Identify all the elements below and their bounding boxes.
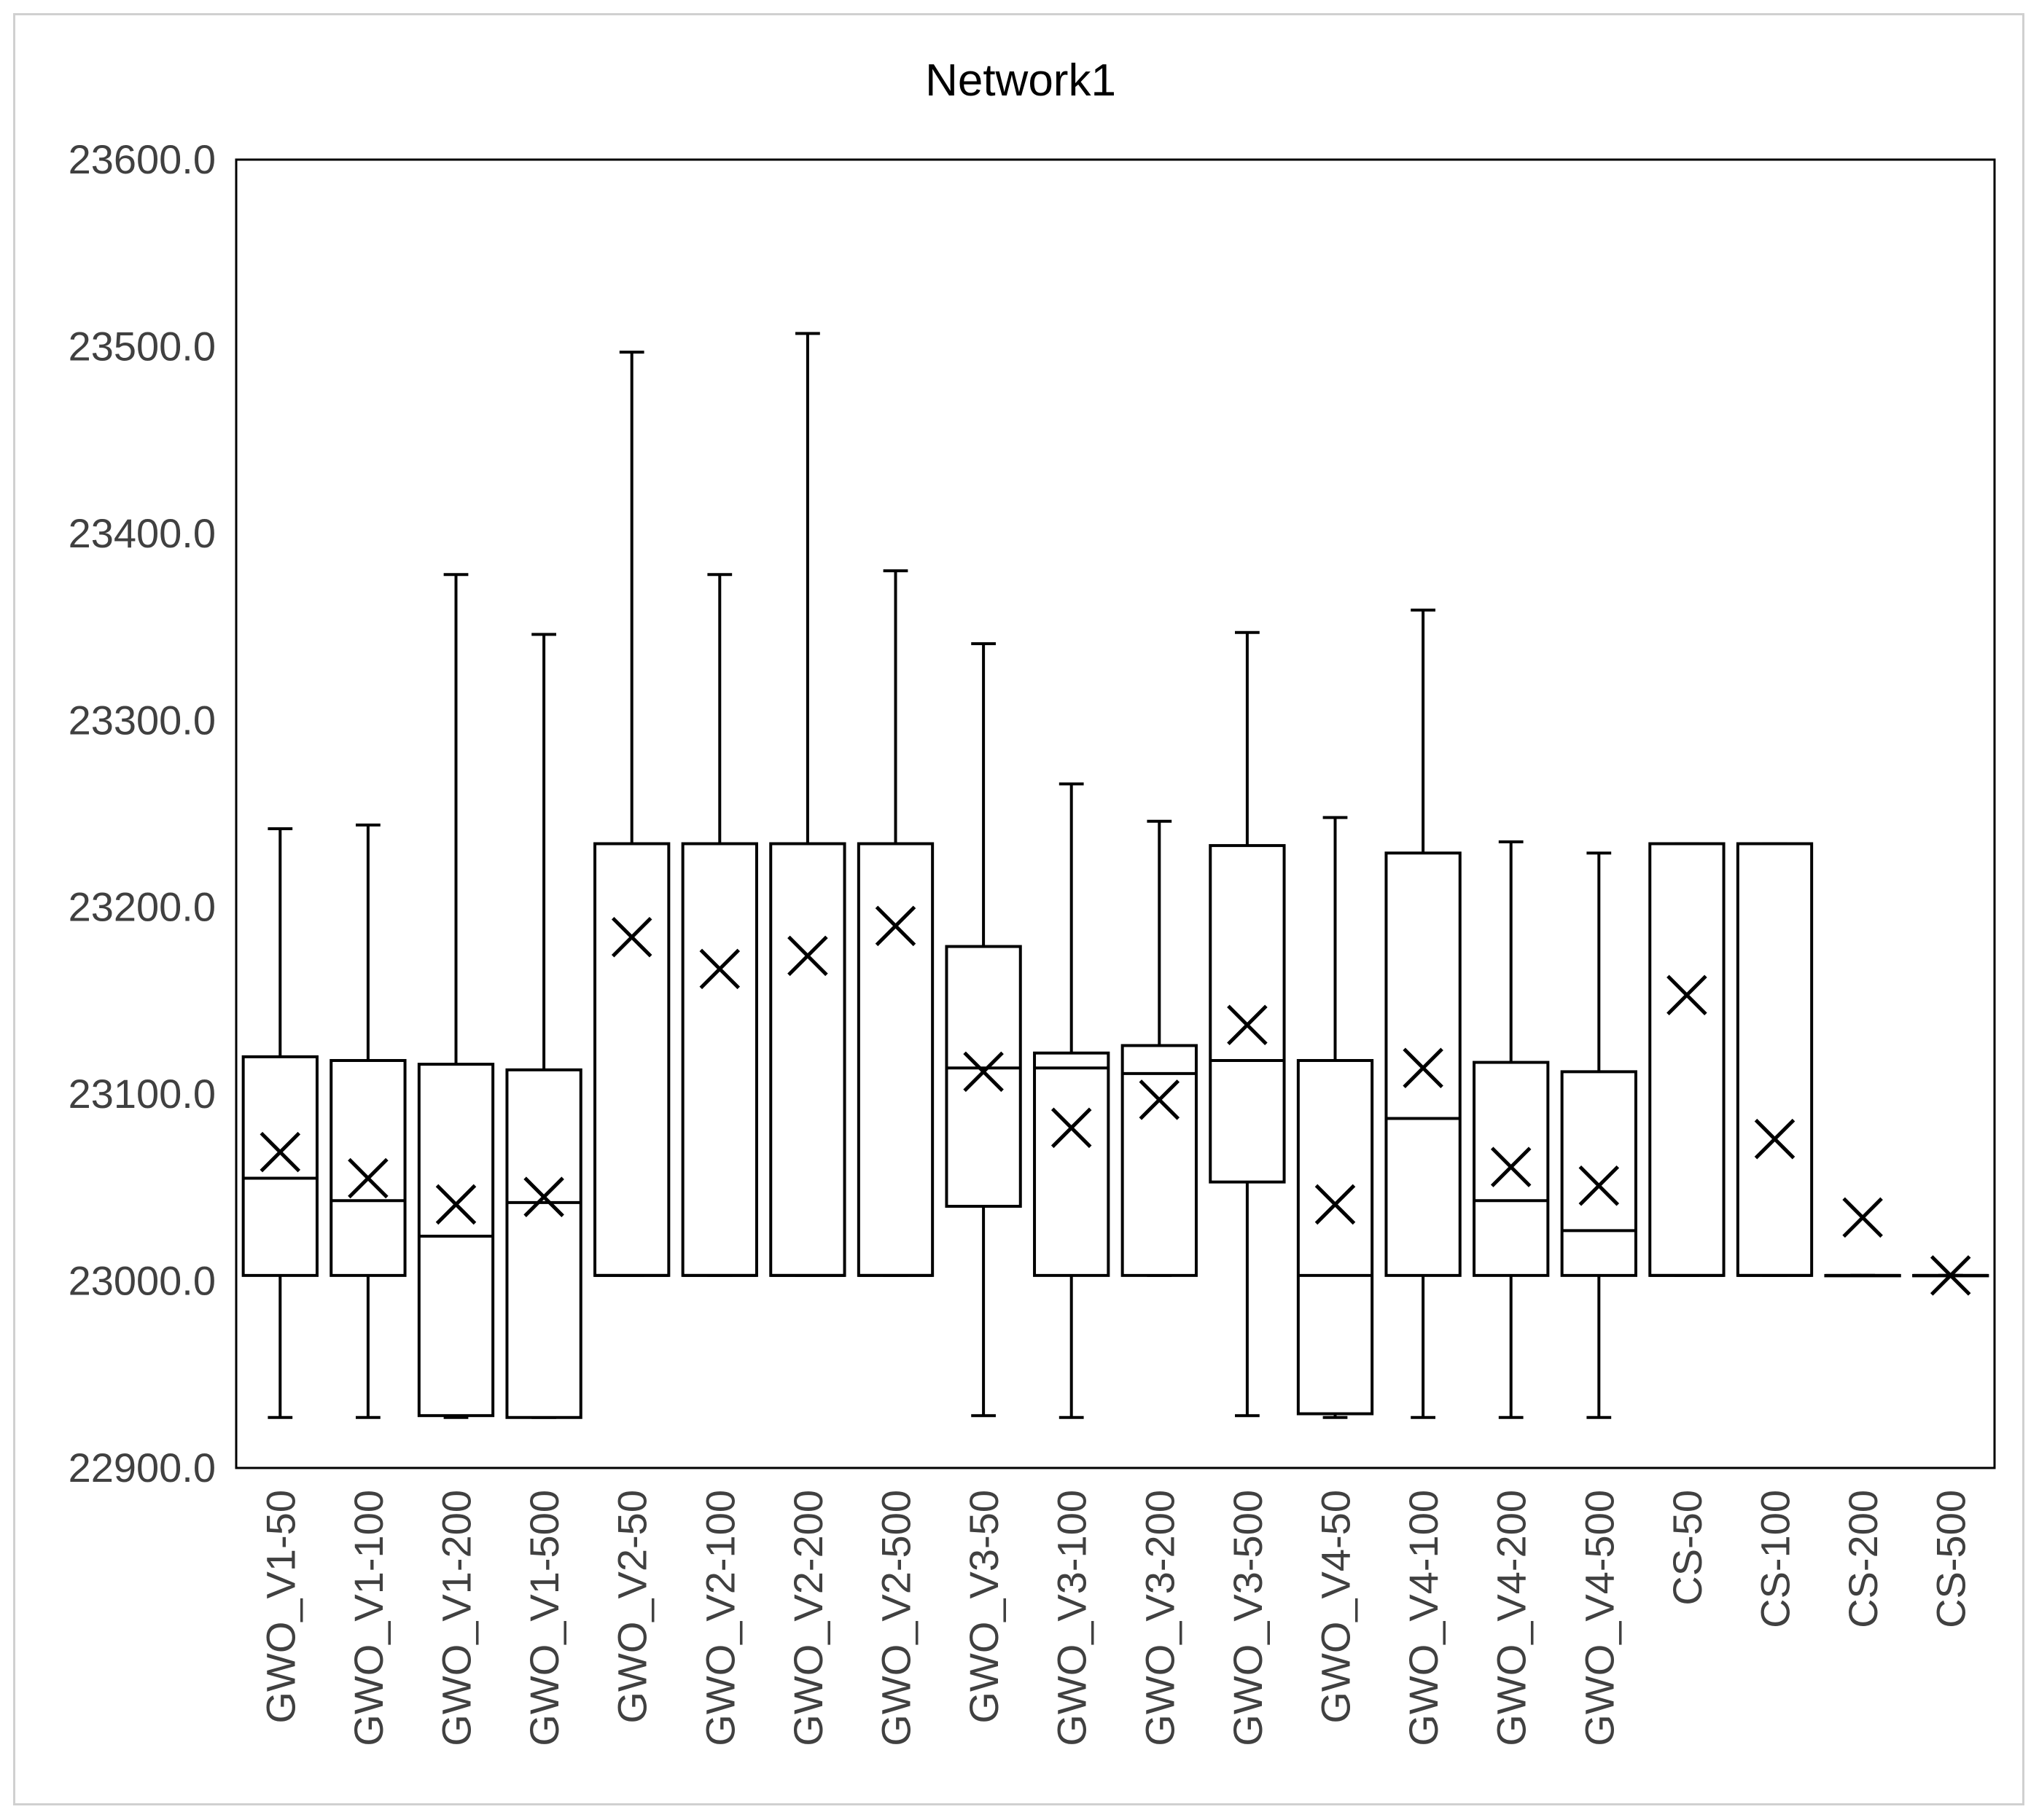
- mean-marker: [260, 1131, 301, 1173]
- y-tick-label: 23200.0: [69, 884, 216, 930]
- box-GWO_V3-50: [945, 642, 1022, 1418]
- mean-marker: [1139, 1079, 1180, 1120]
- box-GWO_V2-100: [681, 573, 758, 1277]
- mean-marker: [523, 1176, 564, 1217]
- box-GWO_V2-50: [593, 351, 671, 1277]
- iqr-box: [1033, 1051, 1110, 1277]
- x-category-label: CS-200: [1840, 1490, 1886, 1628]
- iqr-box: [1209, 844, 1286, 1184]
- x-category-label: CS-100: [1753, 1490, 1798, 1628]
- x-category-label: GWO_V4-500: [1576, 1490, 1622, 1746]
- mean-marker: [1578, 1165, 1620, 1206]
- iqr-box: [593, 842, 671, 1277]
- y-tick-label: 23000.0: [69, 1258, 216, 1304]
- iqr-box: [1296, 1058, 1374, 1415]
- y-tick-label: 23100.0: [69, 1071, 216, 1117]
- plot-area: [235, 158, 1996, 1469]
- box-GWO_V1-50: [241, 827, 319, 1419]
- x-category-label: GWO_V3-50: [961, 1490, 1007, 1724]
- mean-marker: [1930, 1255, 1971, 1296]
- iqr-box: [681, 842, 758, 1277]
- iqr-box: [1736, 842, 1814, 1277]
- x-category-label: GWO_V1-100: [346, 1490, 391, 1746]
- y-tick-label: 23500.0: [69, 323, 216, 369]
- x-category-label: GWO_V1-50: [257, 1490, 303, 1724]
- mean-marker: [435, 1184, 477, 1225]
- mean-marker: [1227, 1004, 1268, 1046]
- x-category-label: GWO_V3-500: [1225, 1490, 1271, 1746]
- mean-marker: [1666, 975, 1707, 1016]
- mean-marker: [1754, 1118, 1796, 1160]
- box-series: [241, 332, 1989, 1419]
- iqr-box: [1120, 1044, 1198, 1277]
- x-category-label: GWO_V3-100: [1049, 1490, 1095, 1746]
- x-category-label: GWO_V2-500: [873, 1490, 919, 1746]
- x-category-label: GWO_V2-100: [697, 1490, 743, 1746]
- mean-marker: [1490, 1147, 1532, 1187]
- box-GWO_V4-200: [1473, 840, 1550, 1419]
- box-GWO_V1-500: [505, 633, 582, 1419]
- box-GWO_V3-100: [1033, 782, 1110, 1419]
- mean-marker: [787, 935, 828, 977]
- y-tick-label: 23300.0: [69, 697, 216, 743]
- box-GWO_V4-500: [1560, 851, 1637, 1419]
- iqr-box: [769, 842, 846, 1277]
- mean-marker: [1842, 1197, 1883, 1238]
- x-category-label: GWO_V4-200: [1489, 1490, 1535, 1746]
- box-plot-chart: Network1 22900.0 23000.0 23100.0 23200.0 233…: [69, 55, 1996, 1746]
- mean-marker: [699, 948, 741, 990]
- box-GWO_V2-200: [769, 332, 846, 1277]
- box-GWO_V1-100: [330, 823, 407, 1419]
- x-category-label: CS-500: [1928, 1490, 1974, 1628]
- box-CS-50: [1648, 842, 1726, 1277]
- mean-marker: [1314, 1184, 1356, 1225]
- iqr-box: [857, 842, 935, 1277]
- box-GWO_V4-100: [1384, 608, 1462, 1419]
- iqr-box: [330, 1058, 407, 1277]
- box-CS-500: [1912, 1255, 1989, 1296]
- mean-marker: [348, 1157, 389, 1199]
- box-GWO_V1-200: [417, 573, 495, 1419]
- y-tick-label: 23400.0: [69, 510, 216, 556]
- iqr-box: [1384, 851, 1462, 1277]
- box-GWO_V3-500: [1209, 630, 1286, 1418]
- mean-marker: [1403, 1047, 1443, 1089]
- y-tick-label: 23600.0: [69, 136, 216, 182]
- x-category-label: GWO_V2-200: [785, 1490, 831, 1746]
- iqr-box: [1648, 842, 1726, 1277]
- x-axis-category-labels: GWO_V1-50 GWO_V1-100 GWO_V1-200 GWO_V1-500 G…: [257, 1490, 1973, 1746]
- y-tick-label: 22900.0: [69, 1445, 216, 1491]
- box-CS-100: [1736, 842, 1814, 1277]
- mean-marker: [875, 905, 916, 947]
- x-category-label: GWO_V3-200: [1137, 1490, 1182, 1746]
- box-GWO_V2-500: [857, 569, 935, 1277]
- mean-marker: [611, 916, 652, 958]
- x-category-label: GWO_V4-100: [1400, 1490, 1446, 1746]
- box-GWO_V3-200: [1120, 819, 1198, 1277]
- mean-marker: [1050, 1107, 1092, 1149]
- box-CS-200: [1824, 1197, 1901, 1278]
- x-category-label: CS-50: [1664, 1490, 1710, 1606]
- y-axis-tick-labels: 22900.0 23000.0 23100.0 23200.0 23300.0 23400…: [69, 136, 216, 1491]
- iqr-box: [505, 1068, 582, 1419]
- mean-marker: [963, 1051, 1004, 1093]
- box-GWO_V4-50: [1296, 816, 1374, 1419]
- chart-title: Network1: [925, 55, 1116, 106]
- iqr-box: [945, 945, 1022, 1208]
- x-category-label: GWO_V1-500: [521, 1490, 567, 1746]
- iqr-box: [1560, 1070, 1637, 1277]
- x-category-label: GWO_V1-200: [434, 1490, 480, 1746]
- iqr-box: [241, 1055, 319, 1277]
- x-category-label: GWO_V2-50: [609, 1490, 655, 1724]
- chart-frame: Network1 22900.0 23000.0 23100.0 23200.0 233…: [13, 13, 2024, 1805]
- x-category-label: GWO_V4-50: [1313, 1490, 1359, 1724]
- iqr-box: [417, 1063, 495, 1418]
